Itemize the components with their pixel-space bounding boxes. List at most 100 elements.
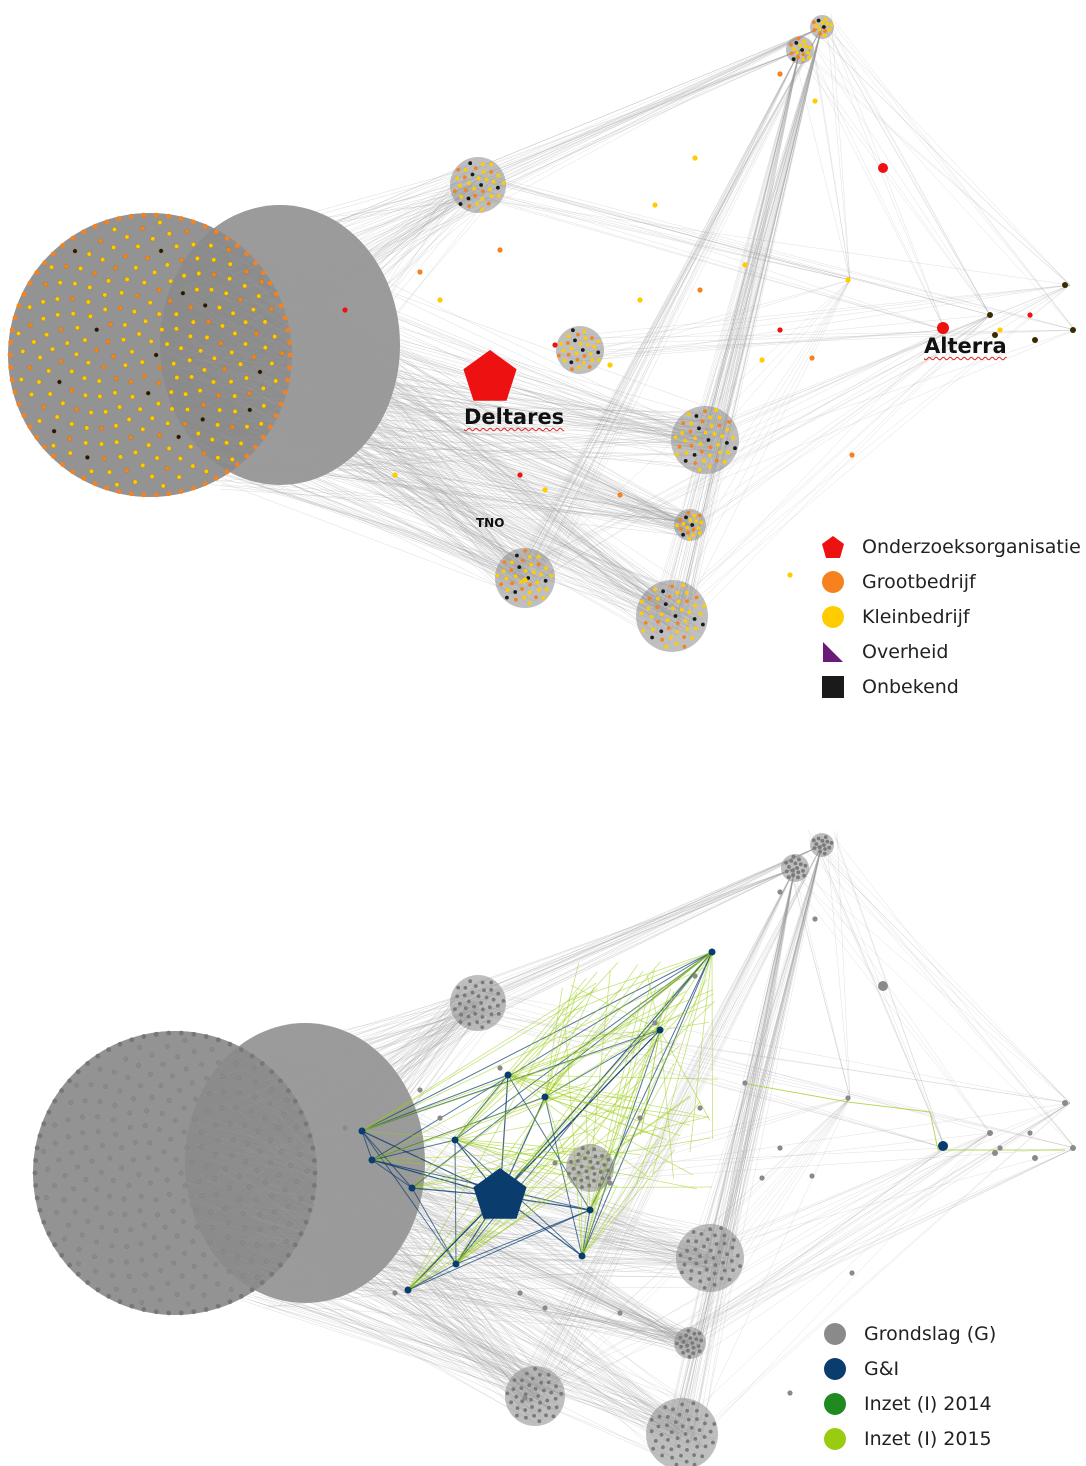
node xyxy=(529,562,534,567)
edge xyxy=(462,844,823,1006)
node xyxy=(75,1271,81,1277)
edge xyxy=(321,167,468,366)
node xyxy=(52,1098,58,1104)
edge xyxy=(322,1224,717,1245)
node xyxy=(519,579,523,584)
node xyxy=(501,569,506,573)
node xyxy=(579,1178,584,1183)
edge xyxy=(281,346,687,536)
edge-inzet xyxy=(454,961,619,1141)
cluster xyxy=(786,36,814,64)
node xyxy=(54,414,60,420)
edge xyxy=(286,196,489,332)
edge xyxy=(693,1097,851,1350)
node xyxy=(104,485,110,491)
edge xyxy=(283,416,542,581)
edge xyxy=(174,400,701,413)
edge xyxy=(305,1259,660,1436)
node xyxy=(178,216,184,221)
node xyxy=(242,283,248,289)
edge xyxy=(824,16,946,331)
node xyxy=(717,423,722,428)
edge xyxy=(208,406,701,524)
node xyxy=(680,1424,685,1429)
node xyxy=(806,51,810,55)
node xyxy=(453,1007,457,1011)
edge xyxy=(299,440,706,465)
node xyxy=(201,1292,207,1298)
edge xyxy=(246,1236,697,1406)
edge xyxy=(537,844,823,1416)
edge-inzet xyxy=(581,1138,659,1257)
node xyxy=(797,857,801,862)
node xyxy=(702,1435,707,1439)
node xyxy=(9,327,15,333)
edge xyxy=(236,332,697,442)
node xyxy=(238,361,243,367)
edge xyxy=(241,1027,472,1215)
node xyxy=(576,1170,581,1175)
edge xyxy=(268,343,524,571)
node xyxy=(131,1096,136,1102)
edge xyxy=(714,867,796,1268)
edge xyxy=(300,277,527,583)
edge xyxy=(162,348,674,618)
edge xyxy=(282,1001,487,1297)
node xyxy=(97,1066,103,1072)
edge-inzet xyxy=(581,1185,618,1257)
edge xyxy=(520,329,1076,565)
node xyxy=(262,1115,268,1121)
edge xyxy=(269,1001,479,1214)
node xyxy=(104,219,110,225)
node xyxy=(92,1268,98,1274)
edge xyxy=(470,26,823,185)
node xyxy=(119,290,125,296)
edge xyxy=(173,334,665,602)
node xyxy=(708,1227,712,1232)
node xyxy=(88,410,94,415)
node xyxy=(179,1273,185,1279)
node xyxy=(79,1232,85,1238)
node xyxy=(685,1439,690,1444)
node xyxy=(96,378,102,384)
edge-inzet xyxy=(361,982,597,1132)
node xyxy=(677,1412,682,1417)
node xyxy=(292,1098,298,1104)
node xyxy=(248,1108,254,1114)
edge xyxy=(187,442,517,575)
edge xyxy=(719,867,796,1264)
node xyxy=(208,243,214,249)
node xyxy=(227,1299,233,1305)
edge xyxy=(229,1197,679,1415)
node xyxy=(244,375,249,381)
node xyxy=(513,590,518,594)
edge xyxy=(484,49,801,168)
edge xyxy=(254,998,481,1051)
edge xyxy=(234,1072,541,1400)
edge xyxy=(820,852,946,1149)
edge xyxy=(277,1236,673,1438)
edge xyxy=(277,1298,703,1421)
edge xyxy=(279,1286,719,1292)
node xyxy=(814,842,819,846)
edge xyxy=(218,242,512,587)
edge xyxy=(222,471,502,573)
node xyxy=(691,1345,696,1350)
node xyxy=(201,367,207,373)
node xyxy=(97,393,103,399)
edge xyxy=(469,185,946,331)
node xyxy=(523,1392,528,1397)
edge xyxy=(471,867,796,987)
edge xyxy=(232,1136,523,1402)
node xyxy=(679,526,683,531)
node xyxy=(155,1212,160,1218)
node xyxy=(130,1157,136,1163)
node xyxy=(680,1270,684,1275)
edge xyxy=(468,49,801,181)
edge xyxy=(188,357,683,440)
node xyxy=(209,1047,215,1052)
node xyxy=(304,1168,310,1174)
node xyxy=(470,990,475,995)
node xyxy=(188,304,194,310)
edge xyxy=(251,330,691,525)
